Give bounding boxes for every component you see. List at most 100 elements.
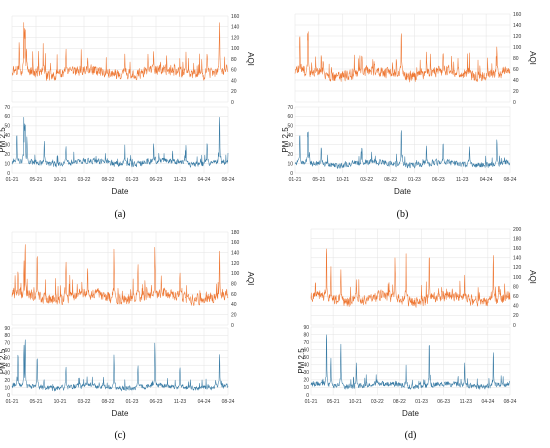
y-tick-label: 0 xyxy=(513,323,516,329)
x-tick-label: 04-24 xyxy=(198,399,211,405)
y-tick-label: 60 xyxy=(287,114,293,120)
y-axis-title-pm25: PM 2.5 xyxy=(0,348,7,374)
y-tick-label: 10 xyxy=(4,385,10,391)
y-tick-label: 80 xyxy=(231,57,237,63)
x-tick-label: 01-23 xyxy=(408,177,421,183)
y-tick-label: 60 xyxy=(513,67,519,73)
panel-c: 020406080100120140160180AQI0102030405060… xyxy=(0,230,255,441)
y-tick-label: 160 xyxy=(231,240,240,246)
y-tick-label: 80 xyxy=(303,332,309,338)
y-tick-label: 0 xyxy=(231,323,234,329)
y-tick-label: 80 xyxy=(4,333,10,339)
y-tick-label: 20 xyxy=(4,152,10,158)
x-tick-label: 08-24 xyxy=(504,399,517,405)
y-tick-label: 100 xyxy=(513,275,522,281)
y-tick-label: 80 xyxy=(513,284,519,290)
panel-b: 0 20 40 60 80 100 120 140 160 AQI 0 10 20 30 40 50 60 70 P… xyxy=(281,12,537,220)
y-axis-title-aqi: AQI xyxy=(528,270,537,284)
panel-caption: (d) xyxy=(405,430,417,441)
y-tick-label: 50 xyxy=(4,124,10,130)
x-tick-label: 01-21 xyxy=(6,177,19,183)
x-tick-label: 11-23 xyxy=(456,177,469,183)
y-tick-label: 180 xyxy=(231,230,240,236)
y-tick-label: 40 xyxy=(513,304,519,310)
x-tick-label: 06-23 xyxy=(150,177,163,183)
pm25-series-line xyxy=(11,339,229,392)
y-tick-label: 50 xyxy=(303,355,309,361)
aqi-series-line xyxy=(310,248,511,308)
y-tick-label: 40 xyxy=(303,363,309,369)
panel-caption: (c) xyxy=(114,430,125,441)
x-tick-label: 08-22 xyxy=(102,399,115,405)
y-tick-label: 100 xyxy=(231,271,240,277)
x-tick-label: 01-21 xyxy=(305,399,318,405)
x-tick-label: 03-22 xyxy=(78,177,91,183)
x-tick-label: 05-21 xyxy=(327,399,340,405)
y-tick-label: 120 xyxy=(231,261,240,267)
y-tick-label: 80 xyxy=(231,281,237,287)
aqi-series-line xyxy=(11,22,229,81)
y-tick-label: 40 xyxy=(4,363,10,369)
y-tick-label: 20 xyxy=(231,312,237,318)
panel-caption: (a) xyxy=(114,209,125,220)
x-tick-label: 01-21 xyxy=(6,399,19,405)
y-axis-title-aqi: AQI xyxy=(246,272,255,286)
y-tick-label: 70 xyxy=(303,340,309,346)
y-tick-label: 100 xyxy=(513,45,522,51)
x-tick-label: 01-21 xyxy=(289,177,302,183)
aqi-series-line xyxy=(294,31,511,83)
y-tick-label: 40 xyxy=(513,78,519,84)
x-tick-label: 11-23 xyxy=(174,399,187,405)
x-tick-label: 05-21 xyxy=(30,177,43,183)
y-tick-label: 40 xyxy=(4,133,10,139)
x-tick-label: 11-23 xyxy=(174,177,187,183)
y-tick-label: 20 xyxy=(4,378,10,384)
y-tick-label: 50 xyxy=(4,356,10,362)
x-tick-label: 04-24 xyxy=(481,399,494,405)
y-tick-label: 90 xyxy=(4,326,10,332)
y-axis-title-pm25: PM 2.5 xyxy=(0,127,7,153)
y-tick-label: 30 xyxy=(4,143,10,149)
x-tick-label: 03-22 xyxy=(371,399,384,405)
x-tick-label: 10-21 xyxy=(336,177,349,183)
x-axis-title: Date xyxy=(402,409,419,418)
x-tick-label: 08-22 xyxy=(102,177,115,183)
y-tick-label: 30 xyxy=(4,370,10,376)
x-tick-label: 08-22 xyxy=(384,177,397,183)
y-tick-label: 10 xyxy=(287,161,293,167)
y-tick-label: 70 xyxy=(4,341,10,347)
x-tick-label: 08-24 xyxy=(504,177,517,183)
aqi-series-line xyxy=(11,244,229,306)
x-tick-label: 01-23 xyxy=(126,177,139,183)
y-tick-label: 0 xyxy=(7,393,10,399)
x-tick-label: 10-21 xyxy=(54,177,67,183)
y-tick-label: 60 xyxy=(303,347,309,353)
y-tick-label: 140 xyxy=(231,250,240,256)
y-tick-label: 140 xyxy=(513,23,522,29)
y-tick-label: 20 xyxy=(287,152,293,158)
x-tick-label: 06-23 xyxy=(432,177,445,183)
y-tick-label: 60 xyxy=(231,68,237,74)
pm25-series-line xyxy=(11,116,229,168)
y-tick-label: 80 xyxy=(513,56,519,62)
y-tick-label: 20 xyxy=(513,89,519,95)
y-tick-label: 0 xyxy=(513,100,516,106)
y-tick-label: 20 xyxy=(303,378,309,384)
y-tick-label: 90 xyxy=(303,325,309,331)
x-tick-label: 10-21 xyxy=(349,399,362,405)
y-tick-label: 30 xyxy=(287,143,293,149)
y-tick-label: 10 xyxy=(4,161,10,167)
y-tick-label: 120 xyxy=(513,34,522,40)
y-tick-label: 200 xyxy=(513,227,522,233)
x-axis-title: Date xyxy=(394,187,411,196)
y-axis-title-pm25: PM 2.5 xyxy=(281,127,290,153)
y-tick-label: 40 xyxy=(231,302,237,308)
panel-d: 020406080100120140160180200AQI0102030405… xyxy=(297,227,537,441)
panel-caption: (b) xyxy=(397,209,409,220)
x-tick-label: 11-23 xyxy=(460,399,473,405)
y-tick-label: 120 xyxy=(231,35,240,41)
y-tick-label: 160 xyxy=(513,246,522,252)
y-tick-label: 0 xyxy=(290,171,293,177)
y-tick-label: 60 xyxy=(4,114,10,120)
x-axis-title: Date xyxy=(112,187,129,196)
